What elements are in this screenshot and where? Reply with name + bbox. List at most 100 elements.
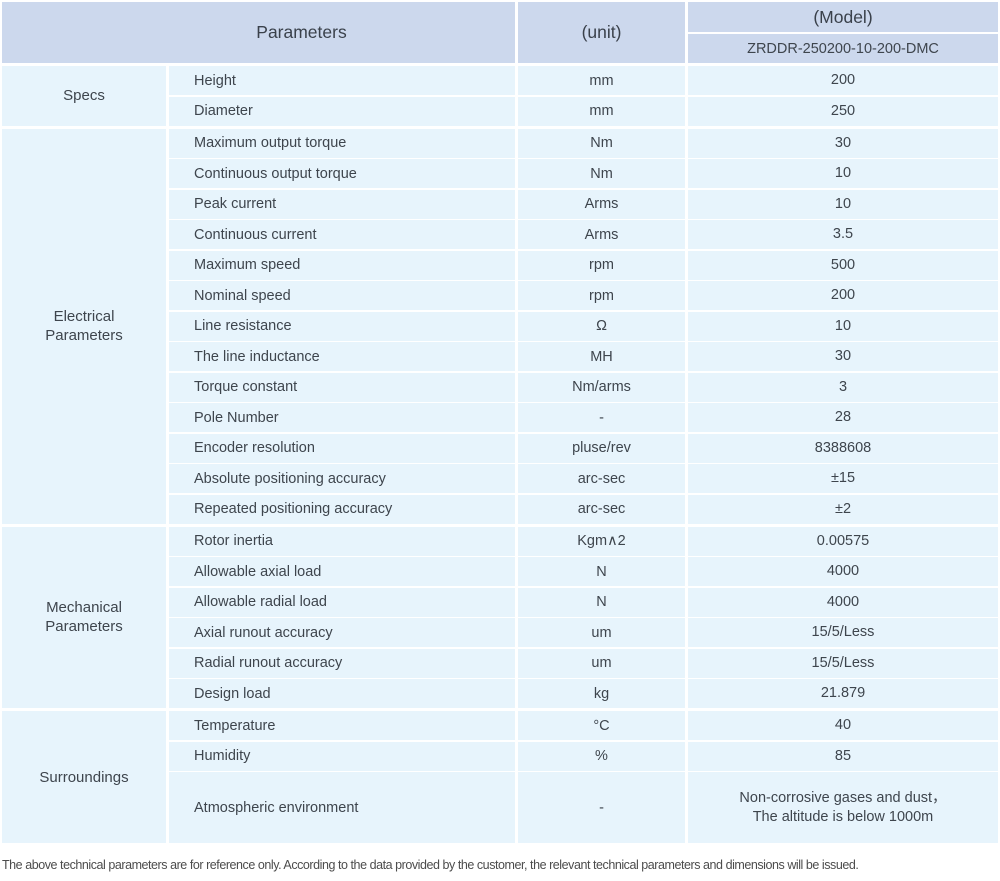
param-name-cell: Line resistance: [169, 311, 515, 341]
value-cell: 85: [688, 741, 998, 771]
table-row: Maximum speed rpm 500: [169, 250, 998, 280]
value-cell: 30: [688, 342, 998, 371]
param-name-cell: Design load: [169, 679, 515, 708]
value-cell: 8388608: [688, 433, 998, 463]
table-row: Allowable axial load N 4000: [169, 557, 998, 586]
param-name-cell: Allowable radial load: [169, 587, 515, 617]
value-cell: 500: [688, 250, 998, 280]
table-row: Peak current Arms 10: [169, 189, 998, 219]
unit-cell: pluse/rev: [518, 433, 685, 463]
param-name-cell: Continuous output torque: [169, 159, 515, 188]
category-cell: Electrical Parameters: [2, 128, 166, 524]
table-row: Maximum output torque Nm 30: [169, 128, 998, 158]
value-cell: 4000: [688, 557, 998, 586]
value-cell: 4000: [688, 587, 998, 617]
value-cell: Non-corrosive gases and dust， The altitu…: [688, 772, 998, 843]
table-row: Axial runout accuracy um 15/5/Less: [169, 618, 998, 647]
unit-cell: Arms: [518, 189, 685, 219]
unit-cell: arc-sec: [518, 464, 685, 493]
value-cell: 21.879: [688, 679, 998, 708]
value-cell: 200: [688, 66, 998, 95]
section-rows: Height mm 200 Diameter mm 250: [169, 66, 998, 126]
table-row: Radial runout accuracy um 15/5/Less: [169, 648, 998, 678]
value-cell: 3.5: [688, 220, 998, 249]
param-name-cell: Continuous current: [169, 220, 515, 249]
value-cell: 15/5/Less: [688, 618, 998, 647]
unit-cell: mm: [518, 96, 685, 126]
table-row: Continuous output torque Nm 10: [169, 159, 998, 188]
unit-cell: Nm/arms: [518, 372, 685, 402]
unit-cell: MH: [518, 342, 685, 371]
table-row: Absolute positioning accuracy arc-sec ±1…: [169, 464, 998, 493]
unit-cell: -: [518, 403, 685, 432]
value-cell: 10: [688, 189, 998, 219]
table-row: Pole Number - 28: [169, 403, 998, 432]
section-rows: Maximum output torque Nm 30 Continuous o…: [169, 128, 998, 524]
table-row: Diameter mm 250: [169, 96, 998, 126]
section-electrical: Electrical Parameters Maximum output tor…: [2, 128, 998, 524]
param-name-cell: Temperature: [169, 711, 515, 740]
table-row: Atmospheric environment - Non-corrosive …: [169, 772, 998, 843]
unit-cell: kg: [518, 679, 685, 708]
unit-cell: um: [518, 648, 685, 678]
header-unit: (unit): [518, 2, 685, 63]
unit-cell: %: [518, 741, 685, 771]
value-cell: 15/5/Less: [688, 648, 998, 678]
value-cell: 200: [688, 281, 998, 310]
param-name-cell: Radial runout accuracy: [169, 648, 515, 678]
table-row: Height mm 200: [169, 66, 998, 95]
table-row: Allowable radial load N 4000: [169, 587, 998, 617]
table-row: Humidity % 85: [169, 741, 998, 771]
param-name-cell: Height: [169, 66, 515, 95]
table-row: Encoder resolution pluse/rev 8388608: [169, 433, 998, 463]
unit-cell: um: [518, 618, 685, 647]
value-cell: 28: [688, 403, 998, 432]
table-row: Design load kg 21.879: [169, 679, 998, 708]
unit-cell: Ω: [518, 311, 685, 341]
section-surroundings: Surroundings Temperature °C 40 Humidity …: [2, 711, 998, 843]
table-row: Torque constant Nm/arms 3: [169, 372, 998, 402]
value-cell: ±2: [688, 494, 998, 524]
unit-cell: Kgm∧2: [518, 526, 685, 556]
table-row: Continuous current Arms 3.5: [169, 220, 998, 249]
unit-cell: rpm: [518, 281, 685, 310]
param-name-cell: Nominal speed: [169, 281, 515, 310]
param-name-cell: Peak current: [169, 189, 515, 219]
section-rows: Temperature °C 40 Humidity % 85 Atmosphe…: [169, 711, 998, 843]
value-cell: 10: [688, 311, 998, 341]
value-cell: ±15: [688, 464, 998, 493]
table-row: Temperature °C 40: [169, 711, 998, 740]
header-parameters: Parameters: [2, 2, 515, 63]
param-name-cell: Allowable axial load: [169, 557, 515, 586]
param-name-cell: Humidity: [169, 741, 515, 771]
unit-cell: mm: [518, 66, 685, 95]
unit-cell: Arms: [518, 220, 685, 249]
header-model-value: ZRDDR-250200-10-200-DMC: [688, 34, 998, 63]
section-rows: Rotor inertia Kgm∧2 0.00575 Allowable ax…: [169, 526, 998, 708]
table-row: Rotor inertia Kgm∧2 0.00575: [169, 526, 998, 556]
value-cell: 40: [688, 711, 998, 740]
unit-cell: -: [518, 772, 685, 843]
unit-cell: arc-sec: [518, 494, 685, 524]
param-name-cell: Maximum speed: [169, 250, 515, 280]
param-name-cell: The line inductance: [169, 342, 515, 371]
param-name-cell: Maximum output torque: [169, 128, 515, 158]
table-row: Line resistance Ω 10: [169, 311, 998, 341]
spec-table: Parameters (unit) (Model) ZRDDR-250200-1…: [2, 2, 998, 843]
unit-cell: N: [518, 587, 685, 617]
param-name-cell: Repeated positioning accuracy: [169, 494, 515, 524]
table-row: The line inductance MH 30: [169, 342, 998, 371]
value-cell: 250: [688, 96, 998, 126]
param-name-cell: Absolute positioning accuracy: [169, 464, 515, 493]
value-cell: 0.00575: [688, 526, 998, 556]
header-model-group: (Model) ZRDDR-250200-10-200-DMC: [688, 2, 998, 63]
param-name-cell: Pole Number: [169, 403, 515, 432]
param-name-cell: Diameter: [169, 96, 515, 126]
param-name-cell: Encoder resolution: [169, 433, 515, 463]
unit-cell: °C: [518, 711, 685, 740]
section-specs: Specs Height mm 200 Diameter mm 250: [2, 66, 998, 126]
value-cell: 10: [688, 159, 998, 188]
table-row: Nominal speed rpm 200: [169, 281, 998, 310]
param-name-cell: Atmospheric environment: [169, 772, 515, 843]
category-cell: Mechanical Parameters: [2, 526, 166, 708]
